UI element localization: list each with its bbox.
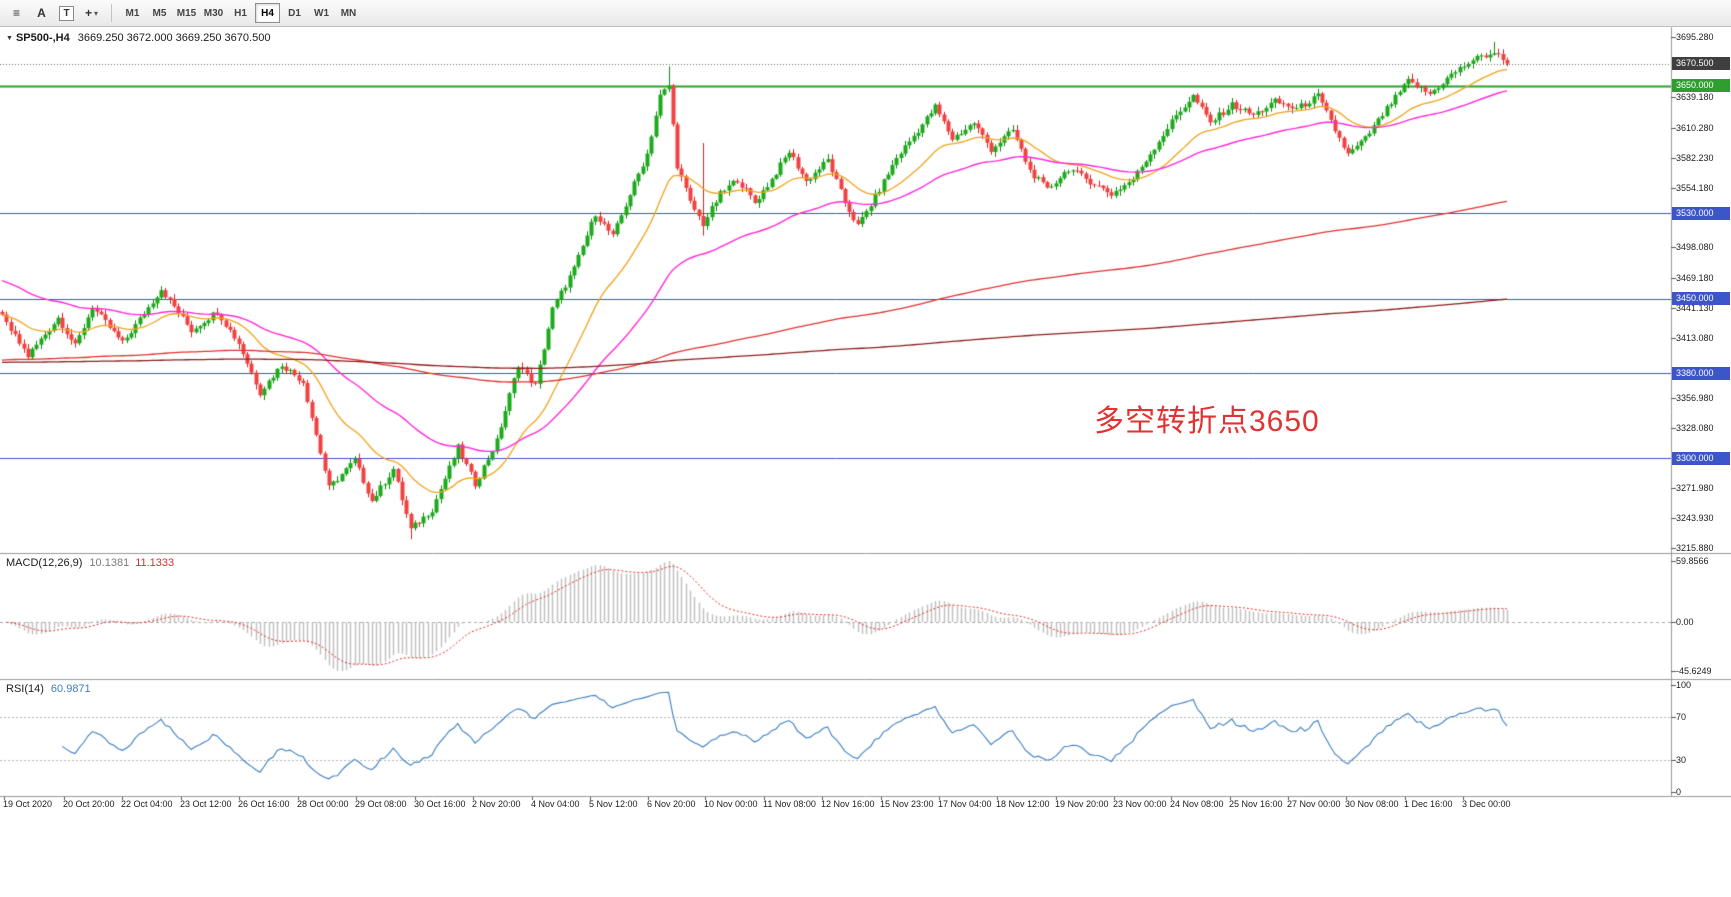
macd-indicator-name: MACD(12,26,9)	[6, 557, 83, 569]
toolbar: ≡ A T + ▾ M1 M5 M15 M30 H1 H4 D1 W1 MN	[0, 0, 1731, 27]
macd-signal-value: 11.1333	[135, 557, 175, 569]
timeframe-button-h4[interactable]: H4	[255, 3, 280, 23]
toolbar-separator	[111, 4, 112, 22]
chart-ohlc-values: 3669.250 3672.000 3669.250 3670.500	[77, 32, 271, 44]
chart-header: ▼ SP500-,H4 3669.250 3672.000 3669.250 367…	[6, 32, 270, 44]
text-tool-button[interactable]: T	[55, 3, 78, 24]
crosshair-tool-button-glyph: +	[84, 6, 92, 20]
timeframe-button-m1[interactable]: M1	[125, 8, 140, 19]
arrow-tool-button[interactable]: A	[30, 3, 53, 24]
timeframe-button-group: M1 M5 M15 M30 H1 H4 D1 W1 MN	[119, 3, 362, 23]
dropdown-arrow-icon: ▾	[94, 8, 99, 18]
chart-windows-icon-glyph: ≡	[12, 6, 20, 20]
timeframe-button-m15[interactable]: M15	[176, 8, 197, 19]
rsi-value: 60.9871	[50, 683, 91, 695]
timeframe-button-m5[interactable]: M5	[152, 8, 167, 19]
macd-main-value: 10.1381	[89, 557, 130, 569]
symbol-dropdown-icon[interactable]: ▼	[6, 34, 13, 42]
tool-button-group: ≡ A T + ▾	[4, 3, 104, 24]
text-tool-button-glyph: T	[59, 5, 74, 21]
arrow-tool-button-glyph: A	[37, 6, 46, 20]
crosshair-tool-button[interactable]: + ▾	[80, 3, 103, 24]
chart-symbol-title: SP500-,H4	[15, 32, 70, 44]
rsi-indicator-name: RSI(14)	[6, 683, 44, 695]
chart-windows-icon[interactable]: ≡	[5, 3, 28, 24]
timeframe-button-m30[interactable]: M30	[203, 8, 224, 19]
rsi-indicator-header: RSI(14) 60.9871	[6, 683, 91, 695]
macd-indicator-header: MACD(12,26,9) 10.1381 11.1333	[6, 557, 174, 569]
timeframe-button-w1[interactable]: W1	[314, 8, 329, 19]
timeframe-button-mn[interactable]: MN	[340, 8, 357, 19]
chart-annotation: 多空转折点3650	[1094, 405, 1320, 438]
timeframe-button-h1[interactable]: H1	[234, 8, 247, 19]
timeframe-button-d1[interactable]: D1	[288, 8, 301, 19]
